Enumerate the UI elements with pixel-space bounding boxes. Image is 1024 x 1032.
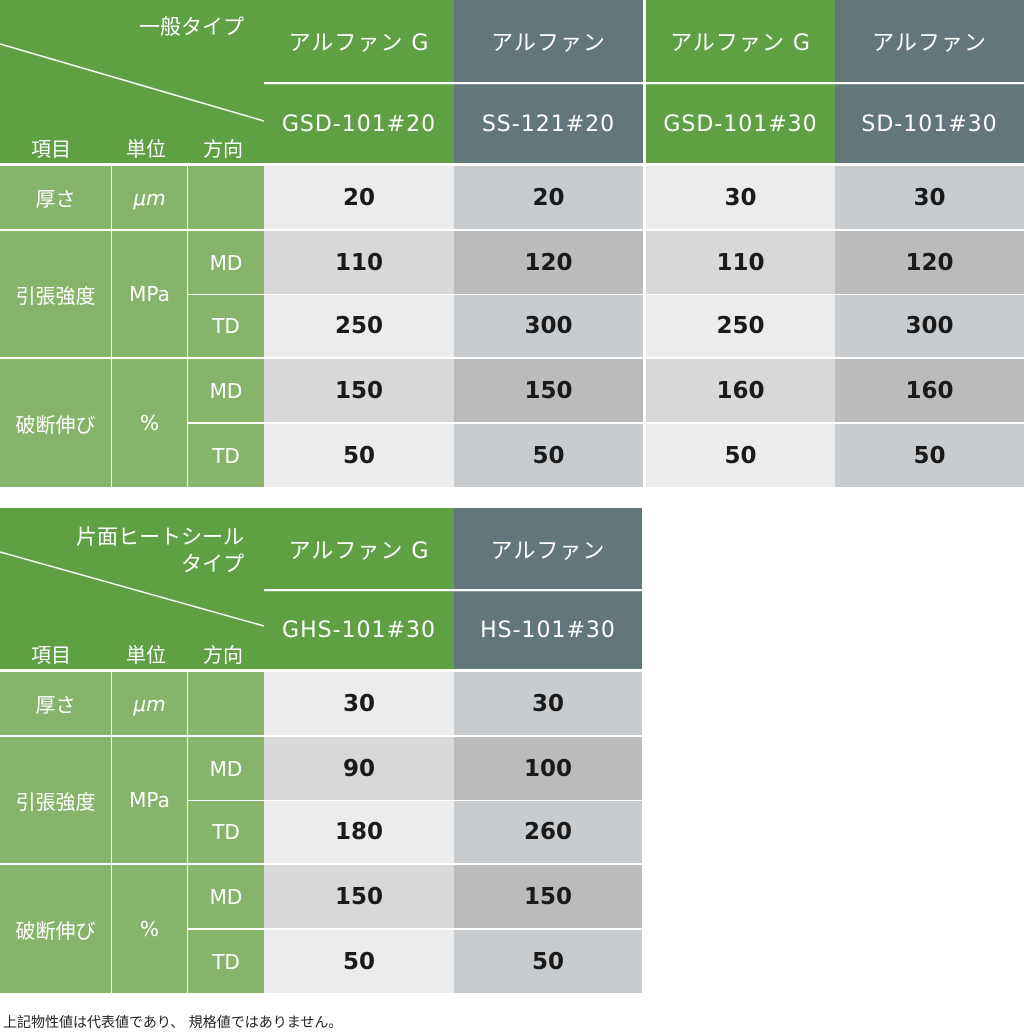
unit-elongation: % <box>112 865 187 993</box>
product-name-header: アルファン <box>454 0 643 82</box>
direction-td: TD <box>188 295 264 357</box>
direction-md: MD <box>188 359 264 422</box>
corner-label-item: 項目 <box>31 137 71 161</box>
product-code-header: HS-101#30 <box>454 591 642 669</box>
table-cell: 260 <box>454 801 642 863</box>
direction-md: MD <box>188 865 264 928</box>
table-cell: 110 <box>646 231 835 294</box>
product-name-header: アルファン G <box>264 508 454 589</box>
product-code-header: SS-121#20 <box>454 84 643 163</box>
table-cell: 50 <box>264 930 454 993</box>
product-name-header: アルファン <box>835 0 1024 82</box>
table-cell: 50 <box>264 424 454 487</box>
corner-title-line: タイプ <box>181 552 244 576</box>
table-cell: 110 <box>264 231 454 294</box>
table-cell: 50 <box>835 424 1024 487</box>
direction-md: MD <box>188 231 264 294</box>
table-cell: 160 <box>835 359 1024 422</box>
table-cell: 50 <box>646 424 835 487</box>
table-cell: 120 <box>835 231 1024 294</box>
product-code-header: GSD-101#20 <box>264 84 454 163</box>
row-label-tensile: 引張強度 <box>0 231 111 357</box>
table2-corner-header: 片面ヒートシール タイプ 項目 単位 方向 <box>0 508 264 669</box>
direction-md: MD <box>188 737 264 800</box>
row-label-tensile: 引張強度 <box>0 737 111 863</box>
direction-empty <box>188 672 264 735</box>
unit-tensile: MPa <box>112 737 187 863</box>
table-cell: 150 <box>454 359 643 422</box>
corner-label-direction: 方向 <box>203 137 243 161</box>
table-cell: 250 <box>646 295 835 357</box>
direction-td: TD <box>188 424 264 487</box>
row-label-thickness: 厚さ <box>0 166 111 229</box>
product-name-header: アルファン G <box>646 0 835 82</box>
table1-corner-title: 一般タイプ <box>139 15 244 39</box>
table-cell: 300 <box>454 295 643 357</box>
corner-label-direction: 方向 <box>203 643 243 667</box>
direction-td: TD <box>188 930 264 993</box>
row-label-thickness: 厚さ <box>0 672 111 735</box>
unit-tensile: MPa <box>112 231 187 357</box>
table-cell: 150 <box>454 865 642 928</box>
table-cell: 30 <box>835 166 1024 229</box>
table-cell: 120 <box>454 231 643 294</box>
diagonal-divider-icon <box>0 551 264 627</box>
table-cell: 30 <box>264 672 454 735</box>
table-cell: 50 <box>454 424 643 487</box>
table-cell: 160 <box>646 359 835 422</box>
product-code-header: SD-101#30 <box>835 84 1024 163</box>
table-cell: 50 <box>454 930 642 993</box>
table-cell: 300 <box>835 295 1024 357</box>
table-cell: 90 <box>264 737 454 800</box>
table-cell: 100 <box>454 737 642 800</box>
table-cell: 180 <box>264 801 454 863</box>
direction-empty <box>188 166 264 229</box>
row-label-elongation: 破断伸び <box>0 359 111 487</box>
product-name-header: アルファン <box>454 508 642 589</box>
product-code-header: GHS-101#30 <box>264 591 454 669</box>
unit-thickness: μm <box>112 166 187 229</box>
footnote: 上記物性値は代表値であり、 規格値ではありません。 <box>3 1015 343 1031</box>
corner-title-line: 片面ヒートシール <box>76 525 244 549</box>
product-code-header: GSD-101#30 <box>646 84 835 163</box>
diagonal-divider-icon <box>0 43 264 122</box>
direction-td: TD <box>188 801 264 863</box>
unit-elongation: % <box>112 359 187 487</box>
row-label-elongation: 破断伸び <box>0 865 111 993</box>
corner-label-item: 項目 <box>31 643 71 667</box>
table-cell: 20 <box>264 166 454 229</box>
product-name-header: アルファン G <box>264 0 454 82</box>
table-cell: 30 <box>454 672 642 735</box>
table-cell: 20 <box>454 166 643 229</box>
table-cell: 150 <box>264 865 454 928</box>
table2-corner-title: 片面ヒートシール タイプ <box>76 524 244 578</box>
corner-label-unit: 単位 <box>126 643 166 667</box>
unit-thickness: μm <box>112 672 187 735</box>
table-cell: 30 <box>646 166 835 229</box>
corner-label-unit: 単位 <box>126 137 166 161</box>
table1-corner-header: 一般タイプ 項目 単位 方向 <box>0 0 264 163</box>
table-cell: 150 <box>264 359 454 422</box>
table-cell: 250 <box>264 295 454 357</box>
